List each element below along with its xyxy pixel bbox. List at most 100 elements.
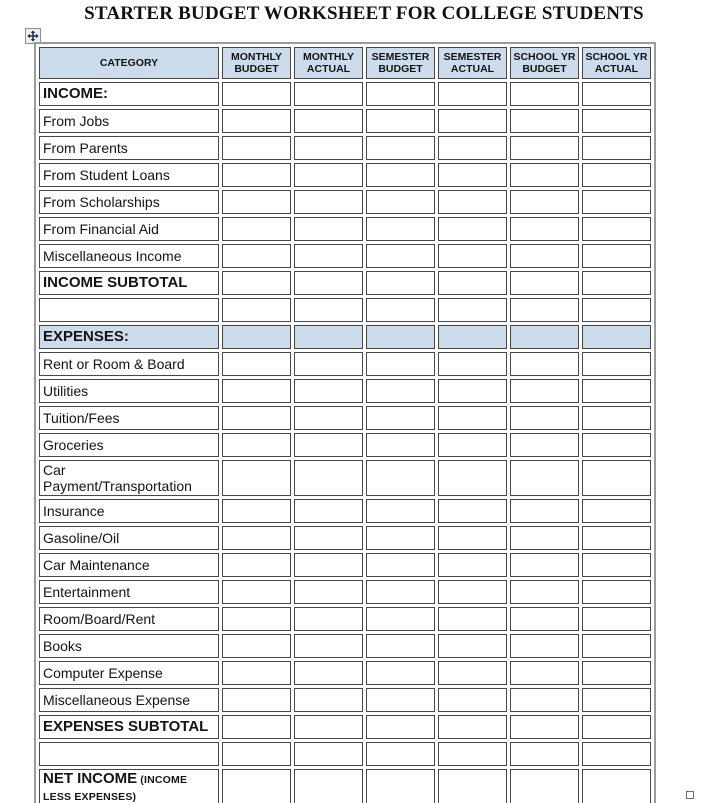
value-cell[interactable] <box>366 580 435 604</box>
value-cell[interactable] <box>438 298 507 322</box>
value-cell[interactable] <box>438 217 507 241</box>
value-cell[interactable] <box>294 163 363 187</box>
value-cell[interactable] <box>294 661 363 685</box>
value-cell[interactable] <box>510 460 579 496</box>
value-cell[interactable] <box>438 499 507 523</box>
value-cell[interactable] <box>222 82 291 106</box>
value-cell[interactable] <box>510 379 579 403</box>
value-cell[interactable] <box>438 526 507 550</box>
value-cell[interactable] <box>366 271 435 295</box>
value-cell[interactable] <box>582 109 651 133</box>
value-cell[interactable] <box>438 580 507 604</box>
table-move-handle[interactable] <box>25 28 41 44</box>
value-cell[interactable] <box>510 742 579 766</box>
table-resize-handle[interactable] <box>686 791 694 799</box>
value-cell[interactable] <box>438 688 507 712</box>
value-cell[interactable] <box>582 352 651 376</box>
value-cell[interactable] <box>438 460 507 496</box>
value-cell[interactable] <box>222 163 291 187</box>
value-cell[interactable] <box>582 634 651 658</box>
value-cell[interactable] <box>294 379 363 403</box>
value-cell[interactable] <box>510 607 579 631</box>
value-cell[interactable] <box>582 325 651 349</box>
value-cell[interactable] <box>366 553 435 577</box>
value-cell[interactable] <box>294 607 363 631</box>
value-cell[interactable] <box>438 607 507 631</box>
value-cell[interactable] <box>582 526 651 550</box>
value-cell[interactable] <box>510 82 579 106</box>
value-cell[interactable] <box>294 298 363 322</box>
value-cell[interactable] <box>294 580 363 604</box>
value-cell[interactable] <box>222 190 291 214</box>
value-cell[interactable] <box>438 406 507 430</box>
value-cell[interactable] <box>222 499 291 523</box>
value-cell[interactable] <box>294 688 363 712</box>
value-cell[interactable] <box>582 244 651 268</box>
value-cell[interactable] <box>222 634 291 658</box>
value-cell[interactable] <box>510 298 579 322</box>
value-cell[interactable] <box>510 163 579 187</box>
value-cell[interactable] <box>294 82 363 106</box>
value-cell[interactable] <box>582 553 651 577</box>
value-cell[interactable] <box>222 526 291 550</box>
value-cell[interactable] <box>366 742 435 766</box>
value-cell[interactable] <box>510 244 579 268</box>
value-cell[interactable] <box>510 271 579 295</box>
value-cell[interactable] <box>294 352 363 376</box>
value-cell[interactable] <box>510 352 579 376</box>
value-cell[interactable] <box>510 136 579 160</box>
value-cell[interactable] <box>366 769 435 803</box>
value-cell[interactable] <box>582 460 651 496</box>
value-cell[interactable] <box>510 580 579 604</box>
value-cell[interactable] <box>582 136 651 160</box>
value-cell[interactable] <box>366 298 435 322</box>
value-cell[interactable] <box>222 271 291 295</box>
value-cell[interactable] <box>222 406 291 430</box>
value-cell[interactable] <box>222 136 291 160</box>
value-cell[interactable] <box>294 190 363 214</box>
value-cell[interactable] <box>582 742 651 766</box>
value-cell[interactable] <box>222 553 291 577</box>
value-cell[interactable] <box>222 607 291 631</box>
value-cell[interactable] <box>366 406 435 430</box>
value-cell[interactable] <box>510 499 579 523</box>
value-cell[interactable] <box>294 271 363 295</box>
value-cell[interactable] <box>366 526 435 550</box>
value-cell[interactable] <box>222 109 291 133</box>
value-cell[interactable] <box>438 769 507 803</box>
value-cell[interactable] <box>510 406 579 430</box>
value-cell[interactable] <box>222 217 291 241</box>
value-cell[interactable] <box>438 244 507 268</box>
value-cell[interactable] <box>582 406 651 430</box>
value-cell[interactable] <box>222 325 291 349</box>
value-cell[interactable] <box>582 661 651 685</box>
value-cell[interactable] <box>438 163 507 187</box>
value-cell[interactable] <box>510 325 579 349</box>
value-cell[interactable] <box>294 325 363 349</box>
value-cell[interactable] <box>582 298 651 322</box>
value-cell[interactable] <box>294 109 363 133</box>
value-cell[interactable] <box>366 82 435 106</box>
value-cell[interactable] <box>510 109 579 133</box>
value-cell[interactable] <box>366 217 435 241</box>
value-cell[interactable] <box>510 526 579 550</box>
value-cell[interactable] <box>510 190 579 214</box>
value-cell[interactable] <box>222 688 291 712</box>
value-cell[interactable] <box>582 607 651 631</box>
value-cell[interactable] <box>438 553 507 577</box>
value-cell[interactable] <box>438 661 507 685</box>
value-cell[interactable] <box>294 433 363 457</box>
value-cell[interactable] <box>510 433 579 457</box>
value-cell[interactable] <box>366 688 435 712</box>
value-cell[interactable] <box>438 109 507 133</box>
value-cell[interactable] <box>582 271 651 295</box>
value-cell[interactable] <box>438 325 507 349</box>
value-cell[interactable] <box>510 217 579 241</box>
value-cell[interactable] <box>222 379 291 403</box>
value-cell[interactable] <box>366 379 435 403</box>
value-cell[interactable] <box>222 298 291 322</box>
value-cell[interactable] <box>582 580 651 604</box>
value-cell[interactable] <box>582 163 651 187</box>
value-cell[interactable] <box>438 634 507 658</box>
value-cell[interactable] <box>366 499 435 523</box>
